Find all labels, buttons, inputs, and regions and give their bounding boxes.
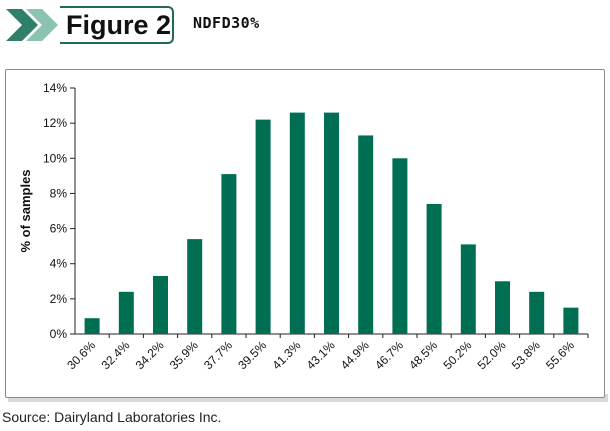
- x-tick-label: 52.0%: [475, 338, 509, 372]
- bar: [221, 174, 237, 334]
- x-tick-label: 55.6%: [543, 338, 577, 372]
- x-tick-label: 37.7%: [201, 338, 235, 372]
- bar-chart: 0% 2% 4% 6% 8% 10% 12% 14% % of samples 30.6% 32.4…: [18, 81, 589, 372]
- bar: [118, 291, 134, 334]
- bar: [358, 135, 374, 334]
- x-tick-label: 53.8%: [509, 338, 543, 372]
- x-tick-label: 50.2%: [440, 338, 474, 372]
- chart-panel: [5, 69, 605, 398]
- x-tick-label: 32.4%: [98, 338, 132, 372]
- y-axis-label: % of samples: [18, 169, 33, 252]
- panel-shadow: [8, 394, 608, 402]
- bar: [529, 291, 545, 334]
- figure-label-box: [60, 6, 174, 44]
- y-tick-label: 4%: [50, 257, 68, 271]
- bar: [289, 112, 305, 334]
- x-tick-label: 41.3%: [269, 338, 303, 372]
- y-tick-label: 6%: [50, 222, 68, 236]
- x-tick-label: 39.5%: [235, 338, 269, 372]
- x-tick-label: 44.9%: [338, 338, 372, 372]
- y-tick-label: 0%: [50, 327, 68, 341]
- y-tick-label: 8%: [50, 186, 68, 200]
- y-tick-label: 2%: [50, 292, 68, 306]
- x-tick-label: 46.7%: [372, 338, 406, 372]
- bar: [255, 119, 271, 334]
- bar: [563, 307, 579, 334]
- y-tick-label: 14%: [43, 81, 67, 95]
- bar: [153, 276, 168, 334]
- bar: [324, 112, 339, 334]
- bar: [495, 281, 510, 334]
- x-tick-label: 34.2%: [133, 338, 167, 372]
- figure-header: Figure 2 NDFD30%: [0, 0, 610, 60]
- x-tick-label: 48.5%: [406, 338, 440, 372]
- bar: [426, 203, 442, 334]
- x-tick-label: 30.6%: [64, 338, 98, 372]
- bar: [460, 244, 476, 334]
- y-tick-label: 10%: [43, 151, 67, 165]
- double-chevron-icon: [6, 9, 58, 41]
- figure-subtitle: NDFD30%: [193, 14, 260, 32]
- y-tick-label: 12%: [43, 116, 67, 130]
- source-note: Source: Dairyland Laboratories Inc.: [2, 409, 222, 425]
- bar: [187, 239, 203, 334]
- bar: [392, 158, 408, 334]
- figure-label: Figure 2: [66, 10, 172, 40]
- x-tick-label: 43.1%: [304, 338, 338, 372]
- bar: [84, 318, 100, 334]
- x-tick-label: 35.9%: [167, 338, 201, 372]
